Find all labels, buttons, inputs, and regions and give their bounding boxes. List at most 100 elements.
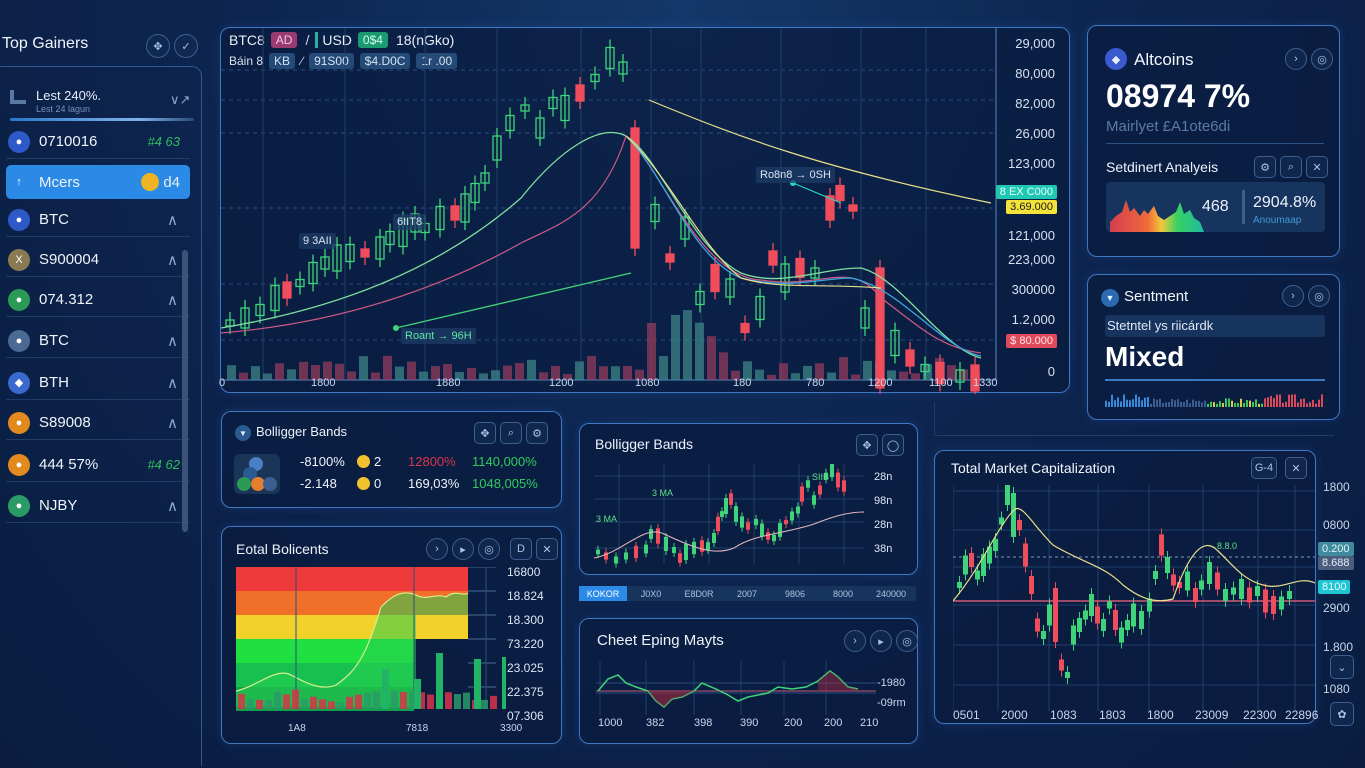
altcoins-title: Altcoins: [1134, 50, 1194, 69]
divider: [1106, 143, 1324, 144]
funnel-icon: ▼: [235, 425, 251, 441]
sidebar-item[interactable]: ● BTC ∧: [6, 324, 190, 358]
indicator-tag[interactable]: 91S00: [309, 53, 354, 69]
sidebar-item[interactable]: ● 074.312 ∧: [6, 283, 190, 317]
x-axis-label: 3300: [500, 723, 523, 734]
bollinger-candles[interactable]: [594, 464, 872, 574]
stat-b: 2: [374, 454, 382, 469]
chevron-up-icon[interactable]: ∧: [167, 332, 178, 350]
settings-icon[interactable]: ⚙: [526, 422, 548, 444]
x-axis-label: 23009: [1195, 708, 1229, 722]
chevron-down-icon[interactable]: ⌄: [1330, 655, 1354, 679]
sidebar-item[interactable]: ◆ BTH ∧: [6, 366, 190, 400]
move-icon[interactable]: ✥: [474, 422, 496, 444]
sentiment-title: Sentment: [1124, 288, 1189, 305]
eye-icon[interactable]: ◎: [1308, 285, 1330, 307]
chevron-right-icon[interactable]: ›: [844, 630, 866, 652]
chat-icon[interactable]: ◯: [882, 434, 904, 456]
eye-icon[interactable]: ◎: [896, 630, 918, 652]
chevron-up-icon[interactable]: ∧: [167, 374, 178, 392]
candlestick-plot[interactable]: [221, 28, 1071, 394]
summary-progress-bar: [10, 118, 194, 121]
close-icon[interactable]: ✕: [1306, 156, 1328, 178]
chevron-up-icon[interactable]: ∧: [167, 414, 178, 432]
gear-icon[interactable]: ✿: [1330, 702, 1354, 726]
sidebar-item[interactable]: ● BTC ∧: [6, 203, 190, 237]
sidebar-summary[interactable]: Lest 240%. Lest 24 lagun ∨↗: [8, 86, 194, 126]
x-axis-label: 1803: [1099, 708, 1126, 722]
move-icon[interactable]: ✥: [856, 434, 878, 456]
chest-moves-title: Cheet Eping Mayts: [597, 632, 724, 649]
sidebar-item[interactable]: X S900004 ∧: [6, 243, 190, 277]
settings-icon[interactable]: ⚙: [1254, 156, 1276, 178]
move-icon[interactable]: ✥: [146, 34, 170, 58]
chevron-up-icon[interactable]: ∧: [167, 251, 178, 269]
leaf-coin-icon: ●: [8, 288, 30, 311]
chevron-up-icon[interactable]: ∧: [167, 211, 178, 229]
search-icon[interactable]: ⌕: [500, 422, 522, 444]
chevron-up-icon[interactable]: ∧: [167, 291, 178, 309]
heat-band-chart[interactable]: [236, 567, 506, 727]
close-icon[interactable]: ✕: [1285, 457, 1307, 479]
x-axis-label: 398: [694, 717, 713, 729]
chest-moves-line[interactable]: [596, 661, 876, 715]
timeframe-button[interactable]: G-4: [1251, 457, 1277, 479]
stat-c: 12800%: [408, 454, 456, 469]
summary-subtitle: Lest 24 lagun: [36, 104, 91, 114]
eye-icon[interactable]: ◎: [478, 538, 500, 560]
main-price-chart: BTC8 AD / USD 0$4 18(nGko) Báin 8 KB ∕ 9…: [219, 27, 1071, 394]
change-value: #4 62: [147, 457, 180, 472]
indicator-tag[interactable]: $4.D0C: [359, 53, 411, 69]
chevron-right-icon[interactable]: ›: [426, 538, 448, 560]
chevron-up-icon[interactable]: ∧: [167, 497, 178, 515]
sidebar-item-label: S900004: [39, 251, 100, 268]
chevron-right-icon[interactable]: ›: [1285, 48, 1307, 70]
timeframe-tab[interactable]: 2007: [736, 588, 758, 599]
sidebar-item[interactable]: ● S89008 ∧: [6, 406, 190, 440]
y-axis-label: 73.220: [507, 637, 544, 651]
token-cluster-icon: [234, 454, 280, 494]
x-axis-label: 1880: [436, 377, 461, 389]
play-icon[interactable]: ▸: [452, 538, 474, 560]
sentiment-sub: Anoumaap: [1253, 215, 1302, 226]
stat-a: -8100%: [300, 454, 345, 469]
altcoin-icon: ◆: [1105, 48, 1127, 70]
timeframe-tab[interactable]: 8000: [832, 588, 854, 599]
y-axis-label: 29,000: [1015, 36, 1055, 51]
pair-separator: /: [305, 32, 310, 48]
pair-tag[interactable]: AD: [270, 32, 298, 48]
window-icon[interactable]: D: [510, 538, 532, 560]
sentiment-card: ▼ Sentment › ◎ Stetntel ys riicárdk Mixe…: [1087, 274, 1340, 420]
market-cap-candles[interactable]: [953, 485, 1315, 711]
indicator-tag[interactable]: KB: [269, 53, 296, 69]
sidebar-scrollbar[interactable]: [182, 250, 188, 532]
y-axis-label: 1080: [1323, 682, 1350, 696]
timeframe-tab[interactable]: 9806: [784, 588, 806, 599]
x-axis-label: 180: [733, 377, 752, 389]
x-axis-label: 22896: [1285, 708, 1319, 722]
close-icon[interactable]: ✕: [536, 538, 558, 560]
sidebar-item[interactable]: ● NJBY ∧: [6, 489, 190, 523]
y-axis-label: 38n: [874, 543, 893, 555]
sidebar-item[interactable]: ● 444 57% #4 62: [6, 448, 190, 482]
sidebar-item[interactable]: ● 0710016 #4 63: [6, 125, 190, 159]
play-icon[interactable]: ▸: [870, 630, 892, 652]
check-icon[interactable]: ✓: [174, 34, 198, 58]
indicator-tag[interactable]: 1r .00: [416, 53, 458, 69]
timeframe-tab[interactable]: 240000: [875, 588, 907, 599]
timeframe-tab[interactable]: J0X0: [640, 588, 662, 599]
coin-icon: ●: [8, 208, 30, 231]
timeframe-tab[interactable]: KOKOR: [579, 586, 627, 601]
y-axis-label: -09rm: [877, 697, 906, 709]
stat-b: 0: [374, 476, 382, 491]
altcoins-value: 08974 7%: [1106, 78, 1251, 114]
search-icon[interactable]: ⌕: [1280, 156, 1302, 178]
chevron-right-icon[interactable]: ›: [1282, 285, 1304, 307]
chart-annotation: 3 MA: [652, 488, 674, 498]
x-axis-label: 382: [646, 717, 665, 729]
quote-tag[interactable]: 0$4: [357, 32, 388, 48]
timeframe-tab[interactable]: E8D0R: [684, 588, 714, 599]
eye-icon[interactable]: ◎: [1311, 48, 1333, 70]
y-axis-label: 80,000: [1015, 66, 1055, 81]
sidebar-item[interactable]: ↑ Mcers d4: [6, 165, 190, 199]
